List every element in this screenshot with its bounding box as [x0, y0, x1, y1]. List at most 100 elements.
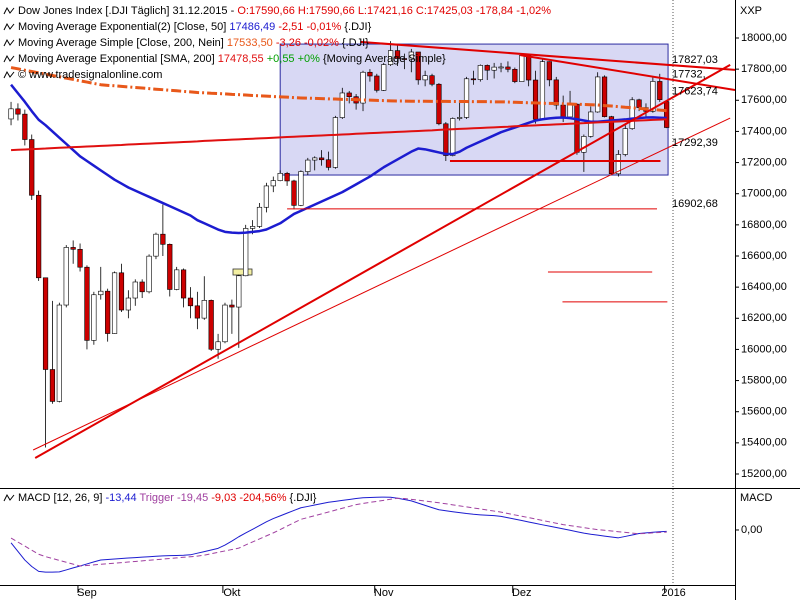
legend-source: {.DJI}: [344, 21, 371, 33]
candle-body: [443, 123, 449, 156]
candle-body: [49, 369, 56, 402]
candle-body: [167, 244, 173, 290]
trend-line: [520, 54, 735, 91]
y-tick-label: 16000,00: [741, 343, 787, 355]
legend-change: +0,55 +0%: [267, 53, 320, 65]
x-tick-label: 2016: [661, 587, 685, 599]
legend-value: 17486,49: [229, 21, 275, 33]
price-label: 17732,: [672, 69, 706, 81]
price-label: 17292,39: [672, 137, 718, 149]
legend-source: {.DJI}: [290, 492, 317, 504]
chart-quote: O:17590,66 H:17590,66 L:17421,16 C:17425…: [237, 5, 551, 17]
marker-box: [232, 268, 253, 276]
candle-body: [519, 55, 525, 82]
candle-body: [305, 159, 311, 172]
legend-change: -2,51 -0,01%: [278, 21, 341, 33]
candle-body: [125, 297, 131, 311]
legend-value: -19,45: [177, 492, 208, 504]
y-tick-label: 0,00: [741, 524, 762, 536]
candle-body: [615, 154, 621, 175]
candle-body: [360, 71, 366, 104]
panel-axis-label: MACD: [740, 492, 772, 504]
x-tick-label: Sep: [77, 587, 97, 599]
legend-change: -9,03 -204,56%: [211, 492, 286, 504]
legend-entry: Dow Jones Index [.DJI Täglich] 31.12.201…: [18, 5, 551, 17]
candle-body: [194, 305, 200, 319]
legend-value: -13,44: [105, 492, 136, 504]
candle-body: [374, 75, 380, 91]
candle-body: [56, 304, 62, 402]
candle-body: [325, 159, 332, 168]
x-tick-label: Nov: [374, 587, 394, 599]
candle-body: [187, 297, 194, 307]
watermark: © www.tradesignalonline.com: [18, 69, 162, 81]
candle-body: [346, 92, 352, 97]
candle-body: [42, 277, 49, 370]
candle-body: [574, 103, 580, 153]
candle-body: [650, 81, 656, 112]
candle-body: [229, 304, 235, 308]
y-tick-label: 16200,00: [741, 312, 787, 324]
trend-line: [360, 40, 735, 71]
candle-body: [629, 99, 635, 129]
candle-body: [422, 75, 428, 81]
candle-body: [98, 290, 104, 296]
candle-body: [477, 65, 483, 80]
legend-icon: [3, 493, 15, 502]
legend-entry: MACD [12, 26, 9] -13,44 Trigger -19,45 -…: [18, 492, 317, 504]
price-label: 17827,03: [672, 54, 718, 66]
series-line: [10, 118, 667, 152]
legend-change: -3,26 -0,02%: [276, 37, 339, 49]
x-tick-label: Dez: [512, 587, 532, 599]
candle-body: [174, 269, 180, 290]
candle-body: [401, 58, 408, 60]
candle-body: [263, 185, 269, 208]
legend-name: MACD [12, 26, 9]: [18, 492, 102, 504]
candle-body: [367, 71, 373, 77]
legend-icon: [3, 70, 15, 79]
candle-body: [222, 304, 228, 343]
candle-body: [636, 99, 642, 108]
legend-value: 17533,50: [227, 37, 273, 49]
candle-body: [595, 76, 601, 113]
trend-line: [34, 64, 731, 459]
candle-body: [526, 55, 532, 81]
candle-body: [312, 157, 318, 161]
candle-body: [160, 233, 166, 245]
candle-body: [381, 64, 387, 91]
y-tick-label: 15400,00: [741, 437, 787, 449]
candle-body: [608, 116, 615, 175]
legend-source: {Moving Average Simple}: [323, 53, 446, 65]
candle-body: [77, 248, 83, 268]
legend-value: 17478,55: [218, 53, 264, 65]
series-line: [10, 66, 667, 113]
candle-body: [484, 65, 490, 71]
candle-body: [332, 117, 339, 168]
candle-body: [394, 50, 401, 59]
candle-body: [463, 78, 470, 118]
candle-body: [581, 136, 587, 153]
series-line: [10, 83, 667, 235]
y-tick-label: 18000,00: [741, 32, 787, 44]
legend-name: Moving Average Exponential [SMA, 200]: [18, 53, 215, 65]
y-tick-label: 17800,00: [741, 63, 787, 75]
candle-body: [657, 81, 663, 100]
candle-body: [553, 79, 559, 106]
y-tick-label: 16400,00: [741, 281, 787, 293]
y-tick-label: 15800,00: [741, 374, 787, 386]
y-tick-label: 15200,00: [741, 468, 787, 480]
legend-source: {.DJI}: [342, 37, 369, 49]
candle-body: [22, 113, 28, 140]
series-line: [10, 497, 667, 567]
candle-body: [146, 255, 152, 293]
candle-body: [388, 50, 394, 65]
candle-body: [153, 233, 159, 257]
candle-body: [319, 157, 325, 161]
candle-body: [560, 104, 566, 118]
candle-body: [105, 290, 111, 334]
price-label: 16902,68: [672, 198, 718, 210]
legend-entry: Moving Average Exponential(2) [Close, 50…: [18, 21, 372, 33]
y-tick-label: 15600,00: [741, 406, 787, 418]
